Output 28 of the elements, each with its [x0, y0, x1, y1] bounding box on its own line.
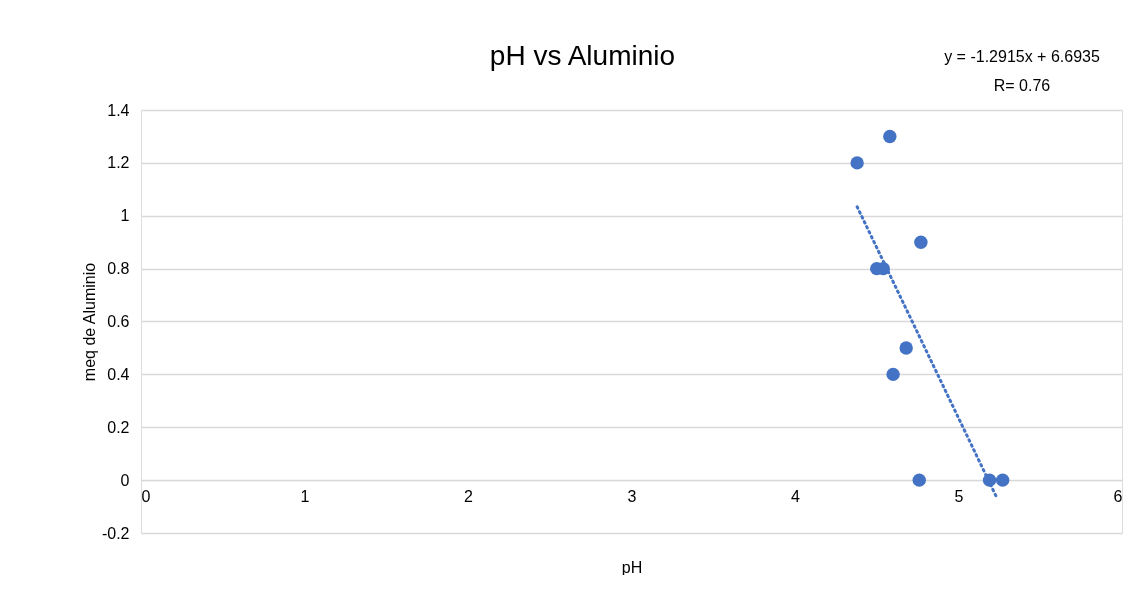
- point: [899, 341, 913, 355]
- x-axis-title: pH: [621, 558, 643, 576]
- text: R= 0.76: [993, 77, 1051, 94]
- x-tick-label: 4: [791, 487, 801, 505]
- x-tick-label: 1: [300, 487, 310, 505]
- y-tick-label: 1.2: [107, 154, 130, 172]
- y-tick-label: -0.2: [101, 524, 130, 542]
- y-tick-label: 0.8: [107, 260, 130, 278]
- x-tick-label: 2: [464, 487, 474, 505]
- y-tick-label: 0.6: [107, 313, 130, 330]
- y-tick-label: 0.2: [107, 418, 130, 436]
- x-tick-label: 5: [954, 487, 964, 505]
- x-tick-label: 3: [627, 487, 637, 505]
- point: [883, 129, 897, 144]
- y-tick-label: 0.4: [107, 365, 130, 383]
- point: [912, 473, 926, 487]
- point: [850, 156, 864, 170]
- point: [914, 235, 928, 249]
- y-axis-title: meq de Aluminio: [80, 262, 98, 382]
- point: [886, 367, 900, 382]
- x-tick-label: 6: [1113, 487, 1123, 505]
- point: [995, 473, 1010, 487]
- y-tick-label: 1.4: [107, 101, 130, 119]
- chart-title: pH vs Aluminio: [489, 40, 676, 71]
- text: y = -1.2915x + 6.6935: [944, 48, 1100, 65]
- y-tick-label: 0: [120, 471, 130, 489]
- y-tick-label: 1: [120, 207, 130, 225]
- x-tick-label: 0: [141, 487, 151, 505]
